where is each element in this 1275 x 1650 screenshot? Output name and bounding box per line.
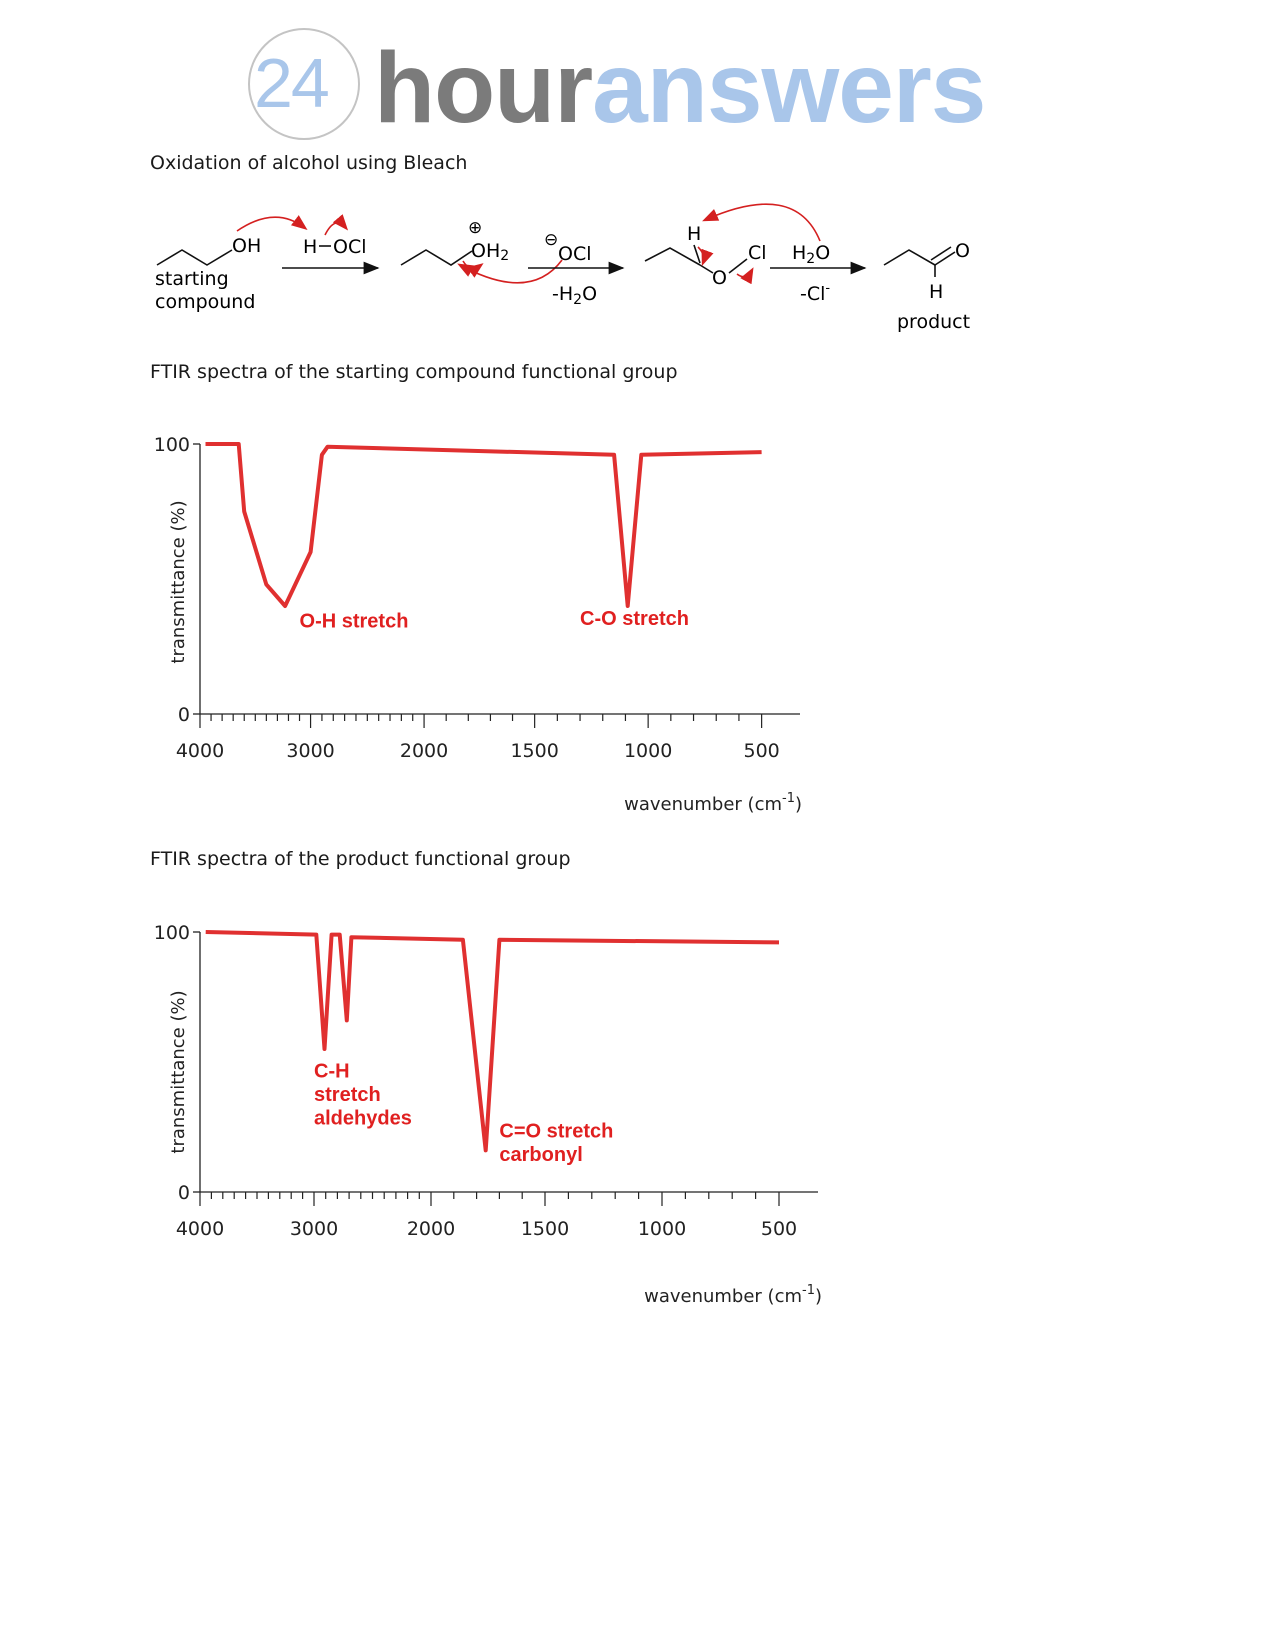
site-logo: 24 houranswers	[248, 24, 986, 144]
logo-circle	[248, 28, 360, 140]
starting-oh: OH	[232, 235, 261, 257]
y-tick-label: 0	[178, 1182, 190, 1204]
chart1-heading: FTIR spectra of the starting compound fu…	[150, 361, 678, 383]
x-tick-label: 4000	[176, 740, 224, 762]
carbonyl-bond-1	[934, 251, 956, 266]
spectrum-line	[205, 442, 762, 608]
chart2-ticks: 0 100 4000 3000 2000 1500 1000 500	[154, 922, 818, 1240]
starting-label-line-1: starting	[155, 268, 229, 290]
logo-hour: hour	[374, 32, 593, 144]
x-tick-label: 1500	[510, 740, 558, 762]
x-tick-label: 500	[743, 740, 779, 762]
minus-charge: ⊖	[544, 230, 558, 250]
minus-water: -H2O	[552, 283, 597, 308]
peak-annotation: carbonyl	[499, 1144, 582, 1166]
starting-compound-skeleton	[156, 249, 233, 266]
y-axis-title: transmittance (%)	[168, 990, 189, 1153]
x-tick-label: 1000	[638, 1218, 686, 1240]
peak-annotation: C-O stretch	[580, 608, 689, 630]
oxonium-skeleton	[400, 249, 473, 266]
c-o-bond	[699, 264, 714, 274]
logo-number: 24	[254, 44, 330, 122]
x-tick-label: 1000	[624, 740, 672, 762]
starting-label-line-2: compound	[155, 291, 255, 313]
chart1-plot: O-H stretch C-O stretch	[205, 442, 762, 633]
mechanism-heading: Oxidation of alcohol using Bleach	[150, 152, 468, 174]
peak-annotation: aldehydes	[314, 1107, 412, 1129]
peak-annotation: C=O stretch	[499, 1120, 613, 1142]
intermediate-cl: Cl	[748, 242, 767, 264]
arrow-oh-to-h	[236, 215, 308, 232]
y-axis-title: transmittance (%)	[168, 500, 189, 663]
x-tick-label: 3000	[290, 1218, 338, 1240]
product-skeleton	[883, 249, 936, 266]
chart1-ticks: 0 100 4000 3000 2000 1500 1000 500	[154, 434, 800, 762]
x-tick-label: 3000	[286, 740, 334, 762]
arrow-ocl-leave	[736, 267, 754, 285]
y-tick-label: 100	[154, 922, 190, 944]
reagent-ocl: OCl	[333, 236, 367, 258]
ftir-chart-product: transmittance (%) wavenumber (cm-1) 0 100…	[154, 922, 822, 1307]
ocl-anion: OCl	[558, 243, 592, 265]
intermediate-o: O	[712, 267, 727, 289]
ftir-chart-starting: transmittance (%) wavenumber (cm-1) 0 100…	[154, 434, 802, 815]
x-tick-label: 2000	[407, 1218, 455, 1240]
x-tick-label: 500	[761, 1218, 797, 1240]
arrow-water-to-h	[702, 203, 821, 242]
spectrum-line	[205, 930, 780, 1153]
peak-annotation: stretch	[314, 1084, 381, 1106]
intermediate-skeleton	[644, 247, 701, 266]
plus-charge: ⊕	[468, 218, 482, 238]
chart2-heading: FTIR spectra of the product functional g…	[150, 848, 571, 870]
reaction-mechanism: OH H OCl ⊕ OH2 ⊖ OCl -H2O H O Cl H2O -Cl…	[155, 203, 970, 333]
carbonyl-bond-2	[930, 246, 952, 261]
oh2-group: OH2	[471, 240, 509, 264]
y-tick-label: 0	[178, 704, 190, 726]
product-h: H	[929, 281, 943, 303]
o-cl-bond	[728, 258, 748, 274]
arrow-bond-to-ocl	[324, 214, 349, 236]
reagent-h: H	[303, 236, 317, 258]
peak-annotation: C-H	[314, 1061, 350, 1083]
product-label: product	[897, 311, 970, 333]
x-tick-label: 4000	[176, 1218, 224, 1240]
product-o: O	[955, 240, 970, 262]
x-tick-label: 1500	[521, 1218, 569, 1240]
logo-wordmark: houranswers	[374, 38, 986, 138]
peak-annotation: O-H stretch	[300, 611, 409, 633]
x-axis-title: wavenumber (cm-1)	[644, 1283, 822, 1307]
x-axis-title: wavenumber (cm-1)	[624, 791, 802, 815]
arrow-ocl-attack	[457, 259, 563, 284]
logo-answers: answers	[592, 32, 986, 144]
x-tick-label: 2000	[400, 740, 448, 762]
y-tick-label: 100	[154, 434, 190, 456]
c-h-bond	[693, 244, 701, 264]
water: H2O	[792, 242, 830, 267]
arrow-ch-to-co	[697, 246, 714, 266]
intermediate-h: H	[687, 223, 701, 245]
minus-chloride: -Cl-	[800, 281, 830, 305]
